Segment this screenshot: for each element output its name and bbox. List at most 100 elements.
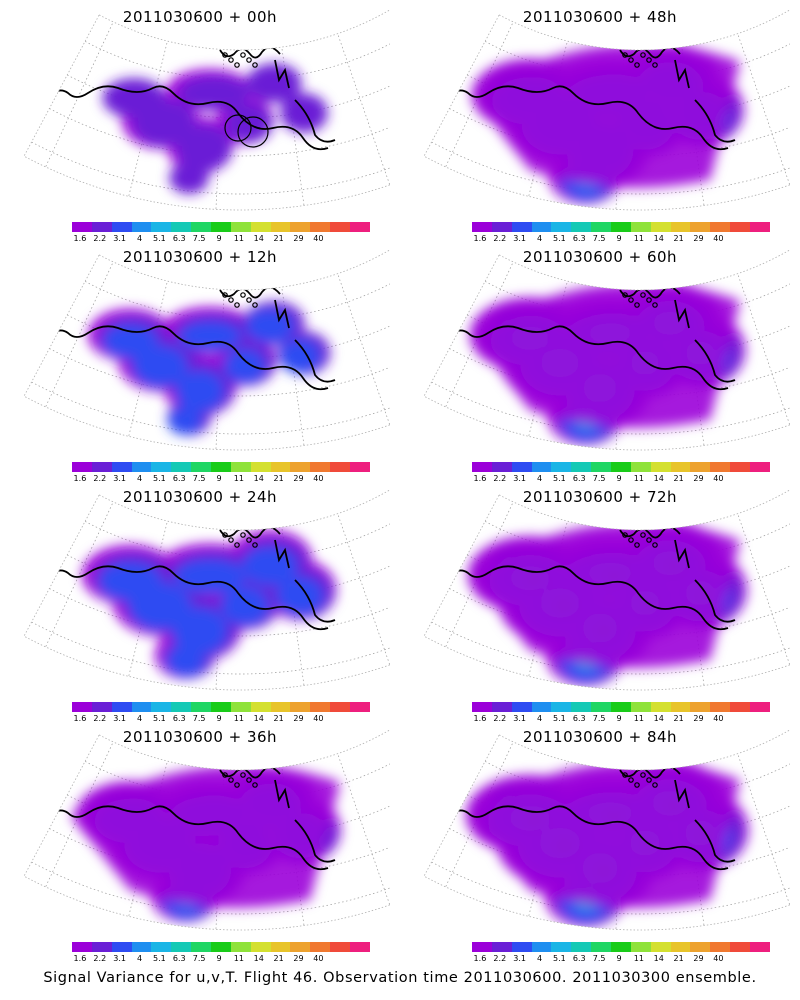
colorbar-segment: [290, 462, 311, 472]
colorbar-tick-label: 4: [136, 954, 143, 963]
colorbar-tick-label: 11: [633, 234, 644, 243]
colorbar-segment: [171, 702, 192, 712]
colorbar-segment: [750, 222, 770, 232]
colorbar-segment: [211, 702, 231, 712]
colorbar-segment: [630, 222, 651, 232]
colorbar-tick-label: 40: [313, 954, 324, 963]
variance-blob: [178, 75, 250, 111]
colorbar-segment: [670, 462, 691, 472]
colorbar-segment: [472, 942, 492, 952]
panel-title: 2011030600 + 12h: [122, 248, 278, 266]
island: [640, 52, 646, 58]
colorbar-tick-label: 40: [713, 234, 724, 243]
island: [646, 777, 652, 783]
colorbar-segment: [591, 702, 612, 712]
colorbar-segment: [750, 942, 770, 952]
colorbar-tick-label: 21: [673, 714, 684, 723]
colorbar-segment: [491, 942, 512, 952]
colorbar-segment: [571, 462, 592, 472]
island: [234, 782, 240, 788]
colorbar-segment: [750, 702, 770, 712]
colorbar-tick-label: 2.2: [493, 954, 507, 963]
map-border: [23, 729, 390, 931]
colorbar-segment: [290, 222, 311, 232]
forecast-panel: 2011030600 + 60h 1.6 2.2 3.1 4 5.1 6.3 7.5 9 11 14…: [410, 240, 800, 485]
colorbar: [472, 222, 770, 232]
colorbar-tick-label: 5.1: [553, 474, 566, 483]
colorbar-segment: [191, 462, 212, 472]
colorbar-tick-label: 2.2: [493, 714, 507, 723]
meridian-line: [384, 720, 390, 878]
colorbar-segment: [511, 462, 532, 472]
colorbar-tick-label: 2.2: [93, 714, 107, 723]
island: [240, 292, 246, 298]
colorbar-segment: [571, 222, 592, 232]
colorbar-segment: [491, 462, 512, 472]
colorbar-tick-label: 40: [313, 714, 324, 723]
colorbar-segment: [330, 222, 351, 232]
colorbar-tick-label: 3.1: [113, 714, 127, 723]
colorbar-segment: [72, 942, 92, 952]
island: [222, 52, 228, 58]
colorbar-segment: [270, 222, 291, 232]
colorbar-tick-label: 1.6: [473, 234, 487, 243]
variance-blob: [70, 764, 340, 908]
island: [252, 302, 258, 308]
colorbar-tick-label: 29: [693, 474, 704, 483]
island: [640, 532, 646, 538]
colorbar-tick-label: 1.6: [473, 714, 487, 723]
island: [246, 297, 252, 303]
colorbar-tick-label: 14: [253, 234, 264, 243]
variance-blob: [245, 308, 295, 344]
colorbar-tick-label: 29: [293, 954, 304, 963]
island: [222, 772, 228, 778]
colorbar-segment: [630, 462, 651, 472]
colorbar-tick-label: 4: [136, 474, 143, 483]
forecast-panel: 2011030600 + 12h 1.6 2.2 3.1 4 5.1 6.3 7.5 9 11 14…: [10, 240, 410, 485]
colorbar-segment: [472, 222, 492, 232]
island: [228, 777, 234, 783]
colorbar-tick-label: 11: [633, 714, 644, 723]
island: [240, 532, 246, 538]
colorbar-tick-label: 29: [693, 714, 704, 723]
variance-blob: [132, 345, 188, 387]
colorbar-tick-label: 11: [233, 714, 244, 723]
colorbar-segment: [250, 702, 271, 712]
colorbar-tick-label: 7.5: [192, 474, 206, 483]
colorbar-tick-label: 1.6: [73, 474, 87, 483]
colorbar-segment: [630, 942, 651, 952]
colorbar-segment: [551, 702, 572, 712]
island: [228, 297, 234, 303]
colorbar-segment: [330, 702, 351, 712]
colorbar-tick-label: 11: [233, 474, 244, 483]
colorbar-segment: [290, 702, 311, 712]
colorbar-segment: [611, 222, 631, 232]
colorbar-segment: [131, 222, 152, 232]
island: [240, 772, 246, 778]
colorbar-tick-label: 11: [633, 474, 644, 483]
variance-blob: [470, 760, 740, 908]
colorbar-tick-label: 4: [536, 954, 543, 963]
colorbar-tick-label: 1.6: [73, 234, 87, 243]
colorbar-tick-label: 6.3: [572, 474, 586, 483]
island: [622, 52, 628, 58]
coastline: [449, 85, 729, 151]
colorbar-tick-label: 2.2: [93, 234, 107, 243]
colorbar-tick-label: 29: [293, 234, 304, 243]
colorbar-segment: [670, 222, 691, 232]
colorbar-labels: 1.6 2.2 3.1 4 5.1 6.3 7.5 9 11 14 21 29 40: [472, 714, 770, 724]
panel-title: 2011030600 + 72h: [522, 488, 678, 506]
variance-map: [423, 720, 790, 931]
colorbar-tick-label: 5.1: [553, 714, 566, 723]
colorbar-segment: [230, 222, 251, 232]
island: [622, 532, 628, 538]
variance-field: [82, 530, 336, 679]
colorbar-segment: [72, 702, 92, 712]
colorbar-segment: [131, 462, 152, 472]
colorbar-tick-label: 40: [713, 474, 724, 483]
colorbar-segment: [111, 942, 132, 952]
variance-map: [423, 0, 790, 211]
colorbar: [472, 702, 770, 712]
map-border: [423, 489, 790, 691]
colorbar-tick-label: 5.1: [153, 474, 166, 483]
